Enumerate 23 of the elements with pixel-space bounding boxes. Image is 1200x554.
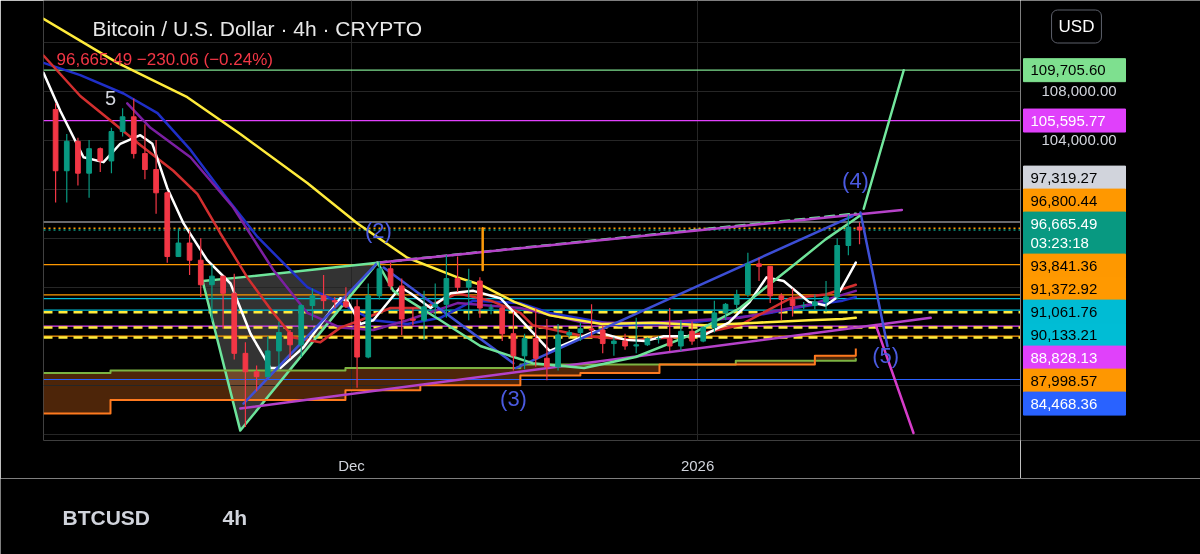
y-tick-label: 104,000.00 [1041, 131, 1117, 149]
ref-line-label: 91,372.92 [1030, 279, 1098, 297]
text: 4h [222, 506, 248, 529]
annotation: (4) [842, 168, 869, 193]
ref-line-label: 90,133.21 [1030, 325, 1098, 343]
ref-line-label: 84,468.36 [1030, 394, 1098, 412]
text: Bitcoin / U.S. Dollar · 4h · CRYPTO [92, 17, 422, 40]
text: BTCUSD [62, 506, 150, 529]
ref-line-label: 87,998.57 [1030, 371, 1098, 389]
ref-line-label: 97,319.27 [1030, 168, 1098, 186]
x-tick-label: 2026 [680, 456, 715, 474]
ref-line-label: 109,705.60 [1030, 61, 1106, 79]
text: USD [1058, 17, 1095, 36]
annotation: (3) [500, 386, 527, 411]
x-tick-label: Dec [338, 456, 366, 474]
annotation: 5 [104, 86, 117, 109]
y-tick-label: 108,000.00 [1041, 82, 1117, 100]
ref-line-label: 96,800.44 [1030, 191, 1098, 209]
ref-line-label: 88,828.13 [1030, 348, 1098, 366]
ref-line-label: 105,595.77 [1030, 111, 1106, 129]
ref-line-label: 91,061.76 [1030, 302, 1098, 320]
ref-line-label: 96,665.49 03:23:18 [1030, 214, 1098, 252]
ref-line-label: 93,841.36 [1030, 256, 1098, 274]
